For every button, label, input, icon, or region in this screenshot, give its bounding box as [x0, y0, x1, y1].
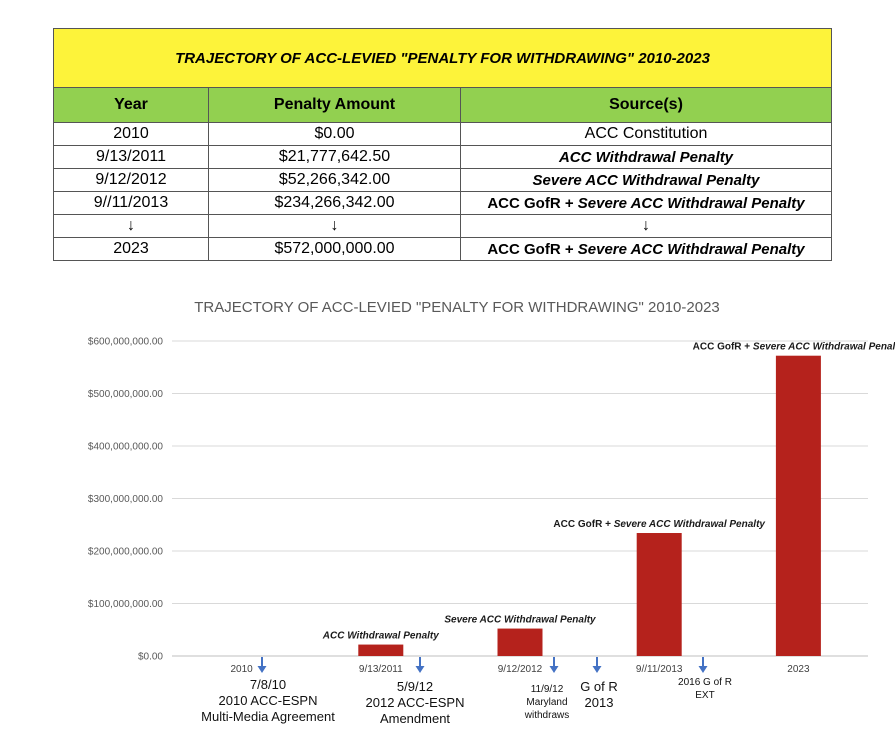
event-annotation: 2012 ACC-ESPN	[366, 695, 465, 710]
header-year: Year	[53, 87, 209, 123]
header-sources: Source(s)	[460, 87, 832, 123]
chart-title: TRAJECTORY OF ACC-LEVIED "PENALTY FOR WI…	[194, 299, 720, 316]
event-annotation: 2010 ACC-ESPN	[219, 693, 318, 708]
y-tick-label: $500,000,000.00	[88, 389, 164, 400]
event-annotation: G of R	[580, 679, 618, 694]
y-tick-label: $400,000,000.00	[88, 442, 164, 453]
x-tick-label: 2010	[230, 664, 253, 675]
data-label: ACC Withdrawal Penalty	[322, 631, 439, 642]
down-arrow-icon	[698, 657, 708, 673]
y-tick-label: $100,000,000.00	[88, 599, 164, 610]
header-penalty-amount: Penalty Amount	[208, 87, 461, 123]
x-tick-label: 9/13/2011	[359, 664, 403, 675]
down-arrow-icon: ↓	[460, 214, 832, 238]
data-label-part: ACC Withdrawal Penalty	[322, 631, 439, 642]
table-title: TRAJECTORY OF ACC-LEVIED "PENALTY FOR WI…	[53, 28, 832, 88]
down-arrow-icon	[592, 657, 602, 673]
row-year: 2010	[53, 122, 209, 146]
event-annotation: withdraws	[524, 710, 569, 721]
row-amount: $52,266,342.00	[208, 168, 461, 192]
event-annotation: 2016 G of R	[678, 677, 732, 688]
y-tick-label: $200,000,000.00	[88, 547, 164, 558]
x-tick-label: 2023	[787, 664, 810, 675]
penalty-table: TRAJECTORY OF ACC-LEVIED "PENALTY FOR WI…	[53, 28, 832, 261]
event-annotation: Amendment	[380, 711, 450, 726]
y-tick-label: $0.00	[138, 652, 163, 663]
row-year: 9/12/2012	[53, 168, 209, 192]
table-row: 9/12/2012 $52,266,342.00 Severe ACC With…	[53, 168, 832, 192]
event-annotation: 5/9/12	[397, 679, 433, 694]
row-source-part: Severe ACC Withdrawal Penalty	[577, 240, 805, 258]
penalty-bar-chart: TRAJECTORY OF ACC-LEVIED "PENALTY FOR WI…	[88, 299, 895, 726]
bar	[636, 533, 682, 656]
data-label: ACC GofR + Severe ACC Withdrawal Penalty	[693, 342, 895, 353]
down-arrow-icon: ↓	[208, 214, 461, 238]
table-row: 9//11/2013 $234,266,342.00 ACC GofR + Se…	[53, 191, 832, 215]
x-tick-label: 9//11/2013	[636, 664, 683, 675]
y-tick-label: $300,000,000.00	[88, 494, 164, 505]
row-source: ACC Withdrawal Penalty	[460, 145, 832, 169]
row-amount: $572,000,000.00	[208, 237, 461, 261]
event-annotation: Maryland	[526, 697, 567, 708]
event-annotation: EXT	[695, 690, 714, 701]
row-source: Severe ACC Withdrawal Penalty	[460, 168, 832, 192]
data-label-part: ACC GofR +	[693, 342, 753, 353]
row-source-part: ACC GofR +	[487, 240, 578, 258]
row-amount: $0.00	[208, 122, 461, 146]
row-source: ACC GofR + Severe ACC Withdrawal Penalty	[460, 191, 832, 215]
data-label: Severe ACC Withdrawal Penalty	[444, 615, 596, 626]
event-annotation: Multi-Media Agreement	[201, 709, 335, 724]
row-amount: $234,266,342.00	[208, 191, 461, 215]
down-arrow-icon: ↓	[53, 214, 209, 238]
event-annotation: 7/8/10	[250, 677, 286, 692]
row-source-part: Severe ACC Withdrawal Penalty	[577, 194, 805, 212]
table-row: 2023 $572,000,000.00 ACC GofR + Severe A…	[53, 237, 832, 261]
y-tick-label: $600,000,000.00	[88, 337, 164, 348]
table-row: 2010 $0.00 ACC Constitution	[53, 122, 832, 146]
table-row-arrows: ↓ ↓ ↓	[53, 214, 832, 238]
row-source-part: ACC GofR +	[487, 194, 578, 212]
bar	[497, 628, 543, 656]
data-label-part: Severe ACC Withdrawal Penalty	[444, 615, 596, 626]
data-label: ACC GofR + Severe ACC Withdrawal Penalty	[553, 519, 765, 530]
row-source: ACC Constitution	[460, 122, 832, 146]
data-label-part: Severe ACC Withdrawal Penalty	[614, 519, 766, 530]
data-label-part: ACC GofR +	[553, 519, 613, 530]
down-arrow-icon	[549, 657, 559, 673]
table-row: 9/13/2011 $21,777,642.50 ACC Withdrawal …	[53, 145, 832, 169]
data-label-part: Severe ACC Withdrawal Penalty	[753, 342, 895, 353]
down-arrow-icon	[415, 657, 425, 673]
bar	[775, 355, 821, 656]
event-annotation: 11/9/12	[531, 684, 564, 695]
down-arrow-icon	[257, 657, 267, 673]
row-year: 9//11/2013	[53, 191, 209, 215]
bar	[358, 644, 404, 656]
row-source: ACC GofR + Severe ACC Withdrawal Penalty	[460, 237, 832, 261]
row-amount: $21,777,642.50	[208, 145, 461, 169]
row-year: 2023	[53, 237, 209, 261]
row-year: 9/13/2011	[53, 145, 209, 169]
x-tick-label: 9/12/2012	[498, 664, 543, 675]
event-annotation: 2013	[585, 695, 614, 710]
